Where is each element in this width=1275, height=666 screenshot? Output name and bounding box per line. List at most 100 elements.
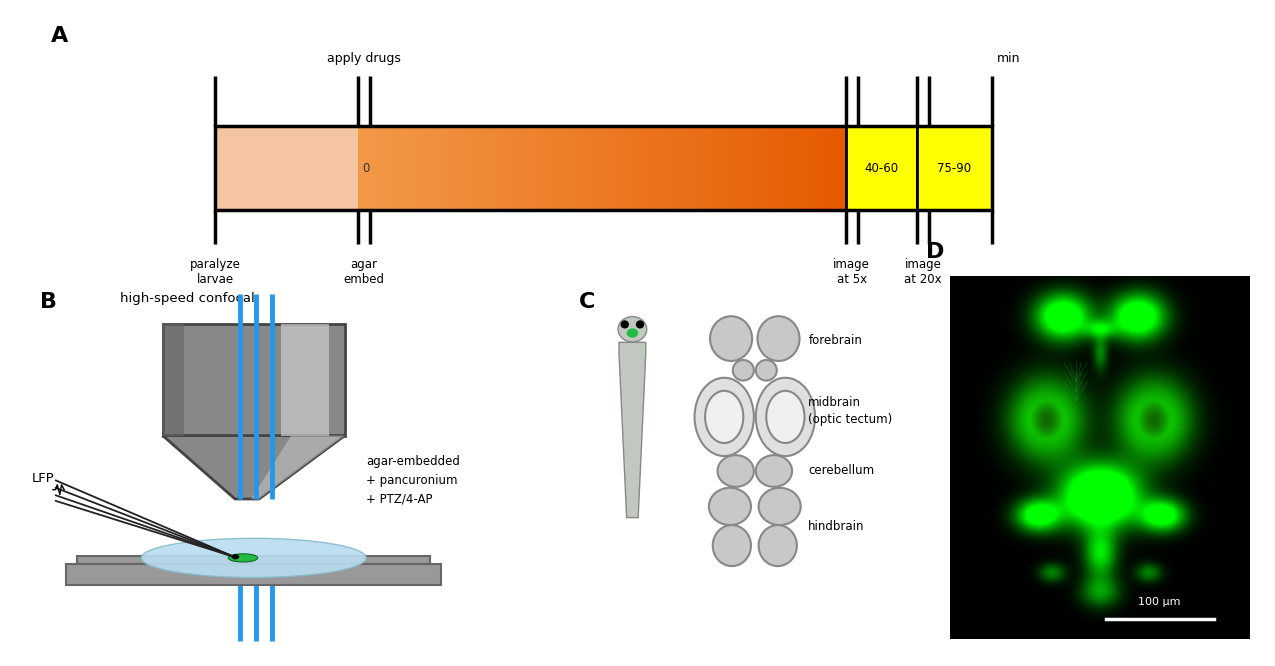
Bar [391, 127, 394, 210]
Bar [506, 127, 507, 210]
Bar [672, 127, 674, 210]
Bar [652, 127, 654, 210]
Bar [668, 127, 671, 210]
Bar [595, 127, 598, 210]
Bar [704, 127, 706, 210]
Text: min: min [997, 52, 1020, 65]
Ellipse shape [627, 328, 638, 338]
Bar [785, 127, 788, 210]
Bar [515, 127, 518, 210]
Bar [448, 127, 449, 210]
Bar [638, 127, 640, 210]
Bar [592, 127, 594, 210]
Bar [589, 127, 590, 210]
Bar [280, 324, 329, 436]
Bar [408, 127, 411, 210]
Bar [414, 127, 417, 210]
Bar [449, 127, 451, 210]
Text: midbrain
(optic tectum): midbrain (optic tectum) [808, 396, 892, 426]
Bar [598, 127, 601, 210]
Bar [821, 127, 824, 210]
Bar [400, 127, 402, 210]
Bar [686, 127, 688, 210]
Bar [674, 127, 677, 210]
Bar [376, 127, 377, 210]
Bar [435, 127, 436, 210]
Bar [784, 127, 787, 210]
Bar [720, 127, 723, 210]
Ellipse shape [756, 378, 815, 456]
Bar [495, 127, 496, 210]
Bar [743, 127, 746, 210]
Bar [407, 127, 409, 210]
Bar [771, 127, 773, 210]
Bar [615, 127, 617, 210]
Bar [427, 127, 430, 210]
Bar [812, 127, 813, 210]
Bar [390, 127, 393, 210]
Bar [597, 127, 599, 210]
Bar [358, 127, 360, 210]
Bar [215, 127, 358, 210]
Bar [417, 127, 418, 210]
Ellipse shape [759, 525, 797, 566]
Bar [371, 127, 374, 210]
Bar [696, 127, 699, 210]
Ellipse shape [618, 316, 646, 342]
Bar [425, 127, 427, 210]
Polygon shape [620, 342, 645, 517]
Bar [456, 127, 459, 210]
Bar [825, 127, 826, 210]
Bar [439, 127, 441, 210]
Ellipse shape [228, 554, 258, 562]
Bar [500, 127, 501, 210]
Bar [654, 127, 655, 210]
Bar [657, 127, 659, 210]
Bar [636, 127, 638, 210]
Bar [822, 127, 825, 210]
Bar [365, 127, 366, 210]
Bar [382, 127, 384, 210]
Bar [547, 127, 548, 210]
Bar [625, 127, 627, 210]
Bar [836, 127, 838, 210]
Bar [459, 127, 460, 210]
Bar [566, 127, 569, 210]
Bar [787, 127, 789, 210]
Bar [703, 127, 705, 210]
Bar [524, 127, 525, 210]
Bar [683, 127, 685, 210]
Bar [718, 127, 719, 210]
Ellipse shape [709, 488, 751, 525]
Bar [779, 127, 782, 210]
Text: image
at 20x: image at 20x [904, 258, 942, 286]
Bar [827, 127, 830, 210]
Bar [796, 127, 797, 210]
Bar [775, 127, 778, 210]
Bar [388, 127, 389, 210]
Bar [384, 127, 386, 210]
Bar [507, 127, 510, 210]
Text: D: D [926, 242, 945, 262]
Bar [413, 127, 416, 210]
Bar [839, 127, 842, 210]
Bar [792, 127, 794, 210]
Text: apply drugs: apply drugs [326, 52, 400, 65]
Bar [673, 127, 676, 210]
Bar [454, 127, 456, 210]
Bar [513, 127, 514, 210]
Bar [497, 127, 500, 210]
Bar [379, 127, 381, 210]
Bar [367, 127, 370, 210]
Bar [565, 127, 566, 210]
Bar [732, 127, 734, 210]
Bar [666, 127, 667, 210]
Bar [607, 127, 608, 210]
Bar [663, 127, 666, 210]
Bar [398, 127, 400, 210]
Bar [793, 127, 796, 210]
Bar [632, 127, 635, 210]
Bar [586, 127, 589, 210]
Bar [728, 127, 731, 210]
Bar [511, 127, 513, 210]
